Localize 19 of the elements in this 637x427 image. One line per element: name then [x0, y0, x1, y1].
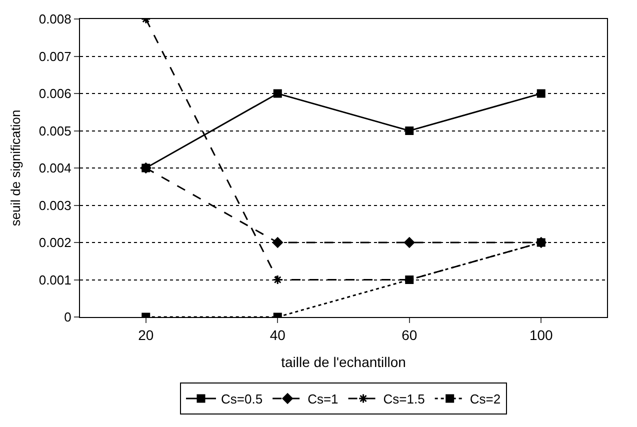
y-axis-title: seuil de signification — [8, 110, 23, 226]
y-tick-label: 0.008 — [38, 12, 72, 27]
x-tick-label: 60 — [402, 326, 418, 343]
y-tick-label: 0.006 — [38, 86, 72, 102]
legend-label: Cs=1 — [308, 392, 338, 407]
legend-label: Cs=2 — [470, 392, 501, 407]
y-tick-label: 0.005 — [38, 123, 72, 138]
y-tick-label: 0.001 — [38, 272, 72, 288]
y-tick-label: 0.004 — [38, 160, 72, 176]
x-tick-label: 20 — [138, 326, 154, 343]
legend-label: Cs=0.5 — [221, 392, 263, 407]
x-axis-title: taille de l'echantillon — [281, 354, 406, 370]
x-tick-label: 40 — [270, 326, 286, 343]
x-tick-label: 100 — [529, 326, 554, 343]
y-tick-label: 0.003 — [38, 198, 72, 213]
y-tick-label: 0.007 — [38, 48, 72, 64]
y-tick-label: 0.002 — [38, 235, 72, 250]
y-tick-label: 0 — [64, 310, 72, 325]
legend-label: Cs=1.5 — [383, 392, 425, 407]
